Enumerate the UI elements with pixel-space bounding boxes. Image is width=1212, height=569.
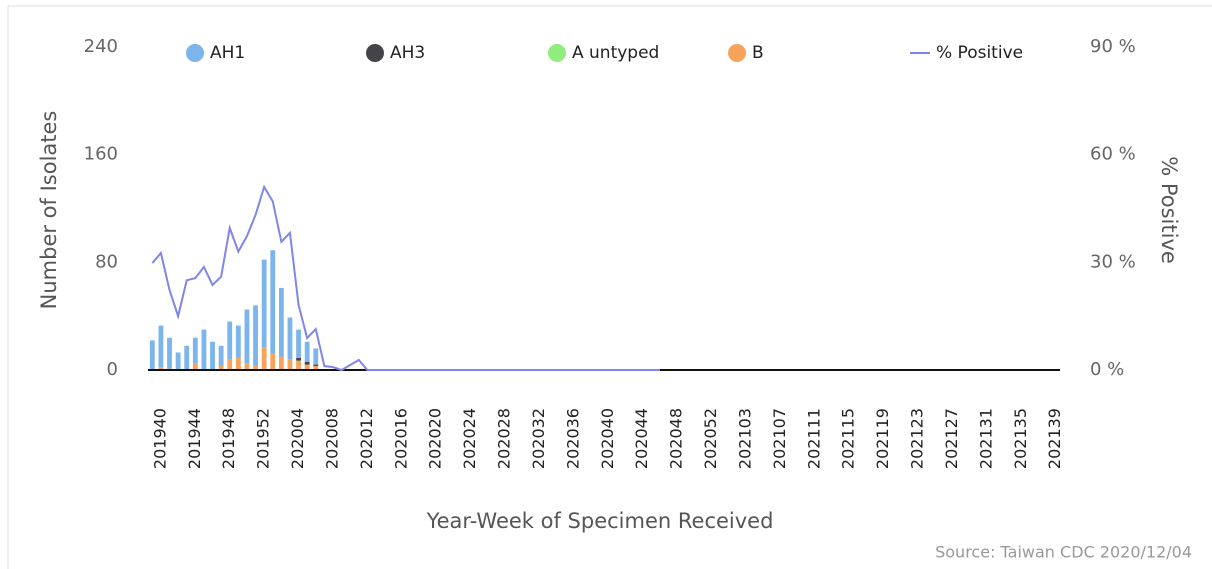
bar-segment [304,361,310,365]
bar-segment [149,340,155,370]
bar-segment [253,305,258,366]
x-tick-label: 201940 [150,408,169,469]
bar-segment [278,287,284,357]
x-tick-label: 202040 [598,408,617,469]
bar-segment [296,360,301,370]
bar-segment [244,363,250,370]
bar-segment [192,337,198,364]
bar-segment [261,259,267,348]
x-tick-label: 201952 [254,408,273,469]
x-tick-label: 202008 [322,408,341,469]
bar-segment [210,341,215,370]
x-tick-label: 202111 [804,408,823,469]
source: Source: Taiwan CDC 2020/12/04 [935,543,1192,562]
bar-segment [167,337,172,369]
bar-segment [244,309,250,364]
bar-segment [270,250,276,354]
x-tick-label: 202028 [495,408,514,469]
y-tick-label: 0 [107,359,118,380]
x-tick-label: 202024 [460,408,479,469]
bar-segment [313,365,319,370]
legend-swatch [728,44,746,62]
y2-tick-label: 90 % [1090,36,1136,57]
y2-axis-title: % Positive [1157,156,1181,264]
bar-segment [158,325,164,368]
bar-segment [218,365,224,370]
y-tick-label: 240 [84,36,118,57]
legend-swatch [366,44,384,62]
x-tick-label: 202131 [976,408,995,469]
bar-segment [313,364,319,366]
x-tick-label: 202032 [529,408,548,469]
y-axis-title: Number of Isolates [37,111,61,310]
x-tick-label: 202115 [839,408,858,469]
legend-label: B [752,43,764,63]
x-tick-label: 202127 [942,408,961,469]
bar-segment [287,359,293,370]
x-tick-label: 202119 [873,408,892,469]
x-tick-label: 202012 [357,408,376,469]
bar-segment [184,345,190,370]
bar-segment [235,357,241,370]
x-tick-label: 202123 [908,408,927,469]
legend-label: AH3 [390,43,425,63]
bar-segment [227,321,233,360]
x-tick-label: 202004 [288,408,307,469]
bar-segment [287,317,293,360]
bar-segment [192,363,198,370]
x-tick-label: 201948 [219,408,238,469]
legend-swatch [548,44,566,62]
bar-segment [278,356,284,370]
bar-segment [313,348,319,365]
bar-segment [261,347,267,370]
x-axis-title: Year-Week of Specimen Received [426,509,774,533]
x-tick-label: 202135 [1011,408,1030,469]
legend-swatch [186,44,204,62]
x-tick-label: 202052 [701,408,720,469]
legend-label: % Positive [936,43,1023,63]
y2-tick-label: 0 % [1090,359,1124,380]
x-tick-label: 202139 [1045,408,1064,469]
bar-segment [270,353,276,370]
x-tick-label: 202016 [391,408,410,469]
y-tick-label: 160 [84,144,118,165]
bar-segment [175,352,181,370]
y2-tick-label: 60 % [1090,144,1136,165]
bar-segment [158,367,164,370]
legend-label: A untyped [572,43,659,63]
line-series [151,184,660,372]
bar-segment [253,365,258,370]
x-tick-label: 202044 [632,408,651,469]
bar-segment [296,357,301,361]
bar-segment [304,364,310,370]
bar-segment [235,325,241,358]
x-tick-label: 202048 [667,408,686,469]
x-tick-label: 202036 [563,408,582,469]
bar-segment [201,329,207,370]
bar-segment [227,359,233,370]
x-tick-label: 202020 [426,408,445,469]
legend-label: AH1 [210,43,245,63]
x-tick-label: 202103 [735,408,754,469]
bar-segment [296,329,301,358]
y-tick-label: 80 [95,251,118,272]
bar-segment [218,345,224,366]
x-tick-label: 201944 [185,408,204,469]
bar-segment [304,341,310,362]
y2-tick-label: 30 % [1090,251,1136,272]
x-tick-label: 202107 [770,408,789,469]
